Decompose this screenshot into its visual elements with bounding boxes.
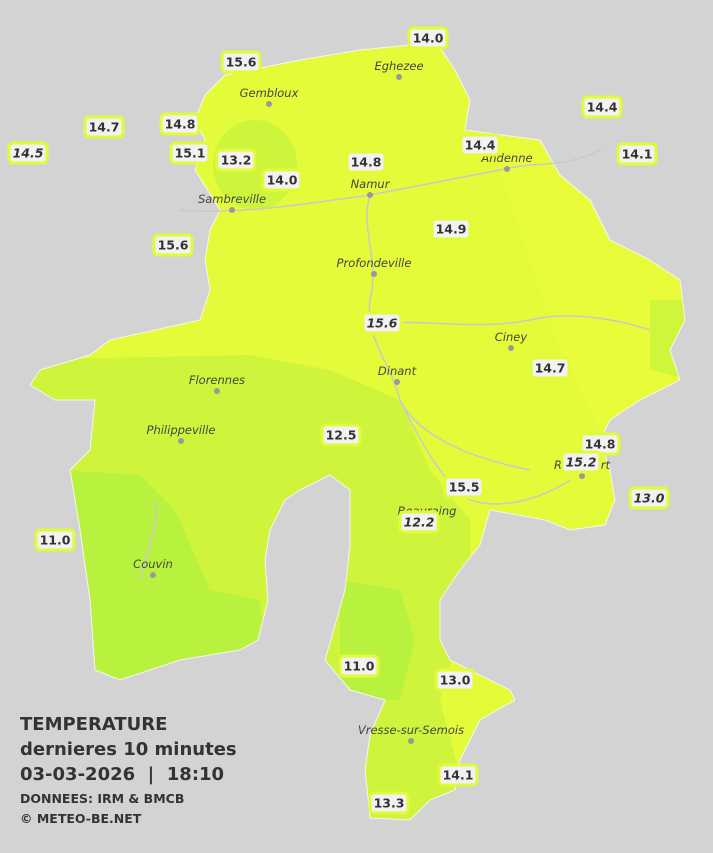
station-value: 13.0 — [440, 673, 471, 688]
station-box — [338, 654, 380, 678]
station-value: 14.4 — [465, 138, 496, 153]
station-value: 11.0 — [40, 533, 71, 548]
station-value: 15.6 — [158, 238, 189, 253]
station-box — [560, 450, 602, 474]
station-box — [368, 791, 410, 815]
station-box — [581, 95, 623, 119]
legend-datetime: 03-03-2026 | 18:10 — [20, 764, 224, 785]
rivers — [139, 149, 651, 581]
station-value: 14.4 — [587, 100, 618, 115]
station-value: 13.0 — [634, 491, 665, 506]
town-label: Sambreville — [198, 192, 266, 206]
station-value: 15.5 — [449, 480, 480, 495]
town-dot — [371, 271, 377, 277]
town-dot — [367, 192, 373, 198]
town-dot — [150, 572, 156, 578]
town-dot — [579, 473, 585, 479]
station-value: 14.8 — [585, 437, 616, 452]
station-value: 14.0 — [413, 31, 444, 46]
town-dot — [504, 166, 510, 172]
station-value: 13.2 — [221, 153, 252, 168]
station-box — [398, 510, 440, 534]
town-dot — [214, 388, 220, 394]
station-box — [459, 133, 501, 157]
station-box — [407, 26, 449, 50]
legend-subtitle: dernieres 10 minutes — [20, 739, 237, 760]
station-box — [434, 668, 476, 692]
town-label: Vresse-sur-Semois — [358, 723, 464, 737]
legend-copyright: © METEO-BE.NET — [20, 811, 142, 826]
town-dot — [394, 379, 400, 385]
station-box — [529, 356, 571, 380]
station-box — [169, 141, 211, 165]
town-label: Couvin — [133, 557, 173, 571]
town-label: Philippeville — [147, 423, 216, 437]
town-label: Gembloux — [240, 86, 299, 100]
town-dot — [229, 207, 235, 213]
town-label: Ciney — [495, 330, 528, 344]
station-box — [437, 763, 479, 787]
station-value: 14.8 — [351, 155, 382, 170]
station-value: 15.6 — [226, 55, 257, 70]
station-box — [34, 528, 76, 552]
station-value: 15.2 — [566, 455, 597, 470]
station-box — [7, 141, 49, 165]
town-label: Eghezee — [374, 59, 423, 73]
station-box — [320, 423, 362, 447]
station-box — [361, 311, 403, 335]
legend: TEMPERATURE dernieres 10 minutes 03-03-2… — [20, 714, 237, 826]
station-value: 14.0 — [267, 173, 298, 188]
town-dot — [266, 101, 272, 107]
town-label: Dinant — [378, 364, 417, 378]
station-value: 14.7 — [89, 120, 120, 135]
station-value: 15.1 — [175, 146, 206, 161]
station-box — [220, 50, 262, 74]
station-value: 12.5 — [326, 428, 357, 443]
station-value: 14.8 — [165, 117, 196, 132]
station-value: 14.9 — [436, 222, 467, 237]
town-dot — [408, 738, 414, 744]
town-label: Namur — [351, 177, 391, 191]
town-label: Florennes — [189, 373, 245, 387]
station-box — [616, 142, 658, 166]
station-box — [345, 150, 387, 174]
station-value: 15.6 — [367, 316, 398, 331]
station-value: 12.2 — [404, 515, 435, 530]
station-box — [430, 217, 472, 241]
station-value: 11.0 — [344, 659, 375, 674]
town-label: Profondeville — [337, 256, 412, 270]
station-value: 14.1 — [443, 768, 474, 783]
town-dot — [178, 438, 184, 444]
station-box — [628, 486, 670, 510]
station-box — [215, 148, 257, 172]
station-box — [159, 112, 201, 136]
station-box — [152, 233, 194, 257]
station-value: 14.5 — [13, 146, 44, 161]
station-value: 14.7 — [535, 361, 566, 376]
legend-title: TEMPERATURE — [20, 714, 167, 735]
stations: 14.0 15.6 14.7 14.8 14.5 15.1 13.2 14.0 14.8 14.4… — [7, 26, 670, 815]
legend-source: DONNEES: IRM & BMCB — [20, 791, 184, 806]
town-dot — [508, 345, 514, 351]
station-value: 13.3 — [374, 796, 405, 811]
station-value: 14.1 — [622, 147, 653, 162]
station-box — [443, 475, 485, 499]
town-dot — [396, 74, 402, 80]
station-box — [83, 115, 125, 139]
station-box — [261, 168, 303, 192]
